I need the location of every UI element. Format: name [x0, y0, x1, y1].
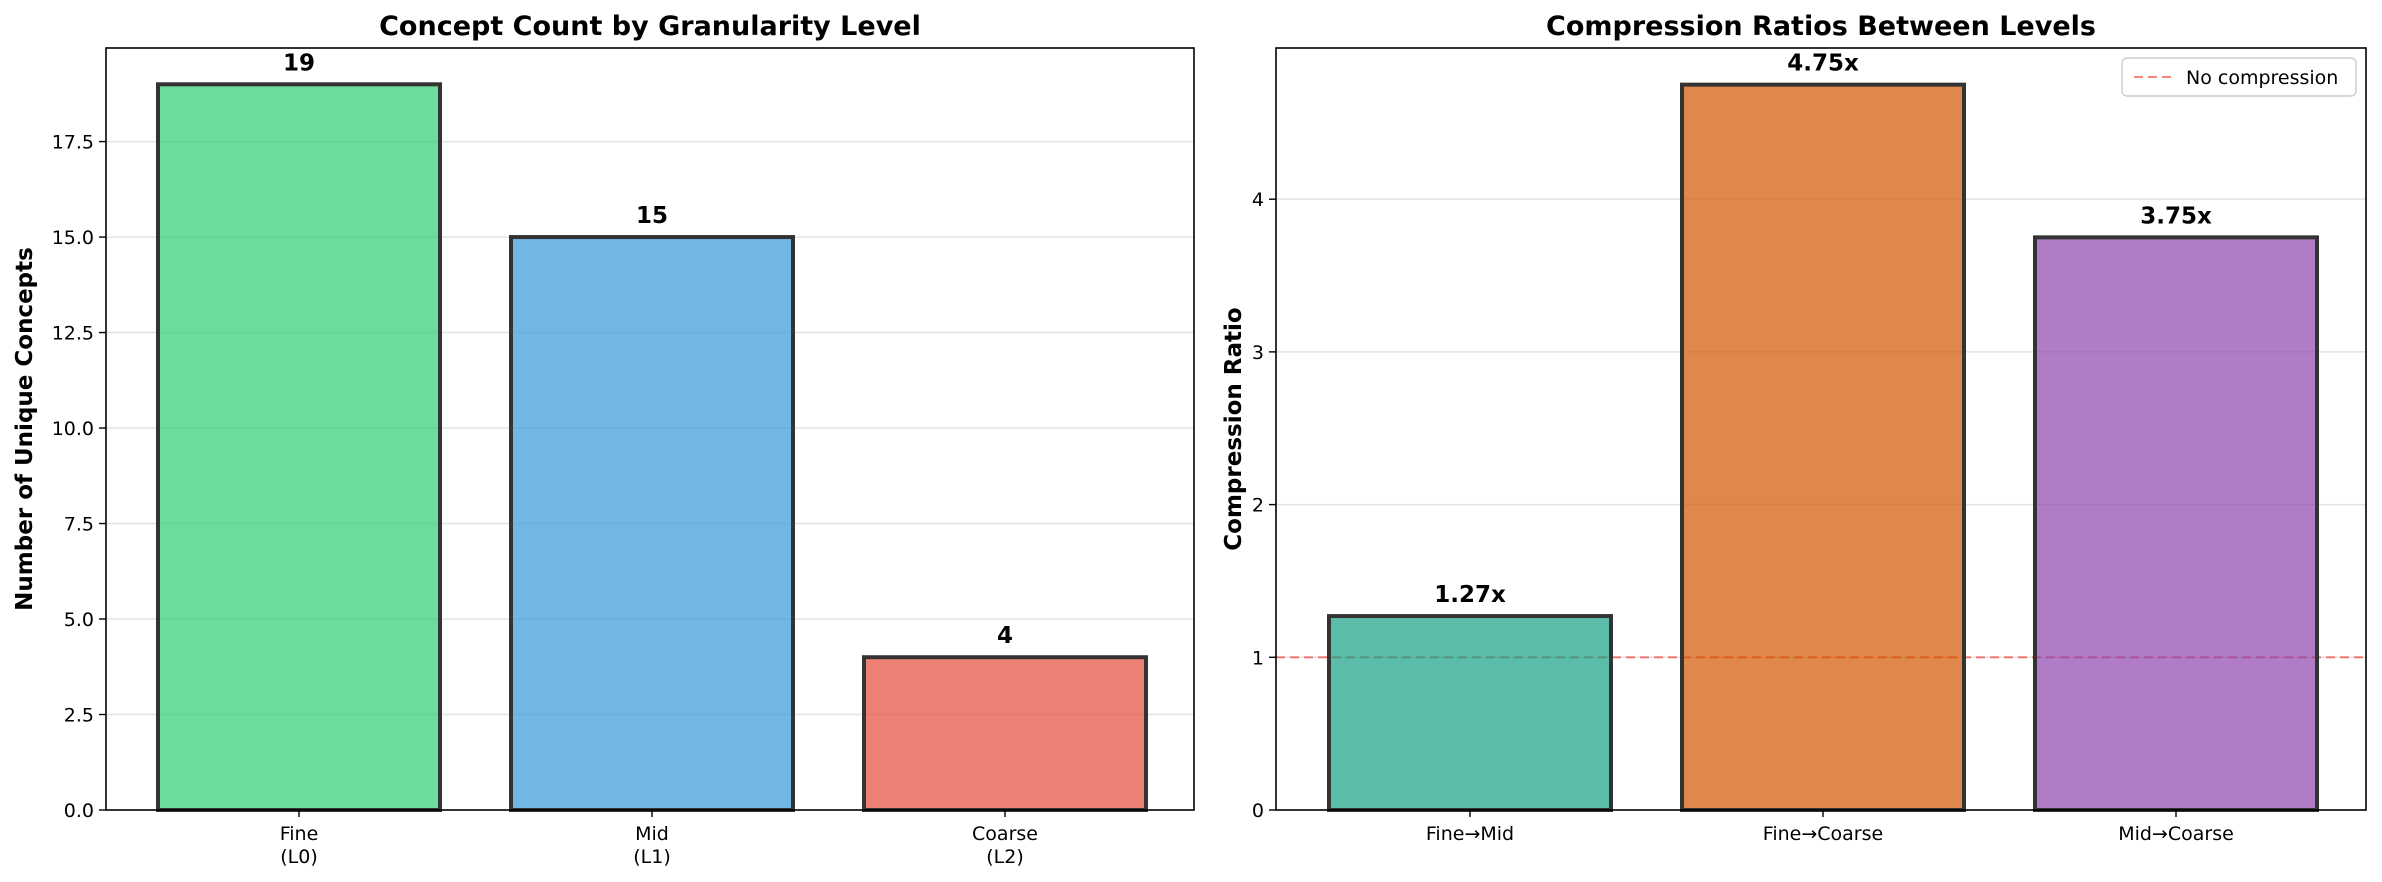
y-tick-label: 4 — [1252, 189, 1264, 211]
y-tick-label: 12.5 — [52, 323, 94, 345]
x-tick-label: Fine→Mid — [1426, 823, 1514, 845]
axes-frame — [1275, 47, 2367, 811]
x-tick-label: Mid — [635, 823, 669, 845]
bar — [862, 655, 1148, 812]
bar-value-label: 1.27x — [1434, 582, 1506, 608]
bar — [2033, 235, 2319, 812]
y-tick-label: 1 — [1252, 647, 1264, 669]
y-tick-label: 3 — [1252, 342, 1264, 364]
bar-value-label: 19 — [283, 50, 315, 76]
y-tick-label: 0.0 — [64, 800, 94, 822]
x-tick-label: Coarse — [972, 823, 1038, 845]
bar-value-label: 15 — [636, 203, 668, 229]
x-tick-label: Fine — [280, 823, 319, 845]
y-tick-label: 0 — [1252, 800, 1264, 822]
y-tick-label: 5.0 — [64, 609, 94, 631]
chart-panel-1: 19 15 4 0.0 2.5 5.0 7.5 10.0 12.5 15.0 17.5 Fine(L0… — [12, 11, 1195, 868]
y-axis-label: Compression Ratio — [1221, 307, 1247, 550]
x-tick-label: (L2) — [986, 846, 1024, 868]
y-tick-label: 2 — [1252, 495, 1264, 517]
bar — [1680, 82, 1966, 813]
y-axis-label: Number of Unique Concepts — [12, 247, 38, 611]
bar — [156, 82, 442, 813]
bar — [1327, 614, 1613, 813]
x-tick-label: (L0) — [280, 846, 318, 868]
y-tick-label: 15.0 — [52, 227, 94, 249]
y-tick-label: 7.5 — [64, 514, 94, 536]
y-tick-label: 2.5 — [64, 705, 94, 727]
legend-box — [2121, 57, 2357, 97]
chart-title: Compression Ratios Between Levels — [1546, 11, 2096, 42]
x-tick-label: (L1) — [633, 846, 671, 868]
x-tick-label: Mid→Coarse — [2118, 823, 2234, 845]
bar-value-label: 4.75x — [1787, 51, 1859, 77]
chart-panel-2: 1.27x 4.75x 3.75x 0 1 2 3 4 Fine→Mid Fine→Coarse M… — [1221, 11, 2367, 845]
y-tick-label: 10.0 — [52, 418, 94, 440]
axes-frame — [105, 47, 1195, 811]
bar-value-label: 3.75x — [2140, 203, 2212, 229]
bar-value-label: 4 — [997, 623, 1013, 649]
legend-entry-label: No compression — [2186, 67, 2338, 89]
chart-title: Concept Count by Granularity Level — [379, 11, 921, 42]
y-tick-label: 17.5 — [52, 132, 94, 154]
x-tick-label: Fine→Coarse — [1763, 823, 1883, 845]
legend: No compression — [2121, 57, 2357, 97]
bar — [509, 235, 795, 812]
